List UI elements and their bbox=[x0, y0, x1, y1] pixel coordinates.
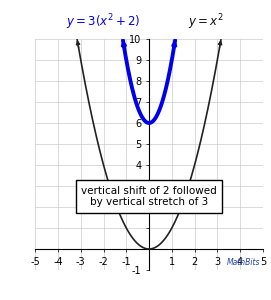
Text: $y = x^2$: $y = x^2$ bbox=[188, 12, 224, 32]
Text: MathBits: MathBits bbox=[227, 258, 261, 267]
Text: vertical shift of 2 followed
by vertical stretch of 3: vertical shift of 2 followed by vertical… bbox=[81, 186, 217, 207]
Text: $y = 3(x^2 + 2)$: $y = 3(x^2 + 2)$ bbox=[66, 12, 140, 32]
